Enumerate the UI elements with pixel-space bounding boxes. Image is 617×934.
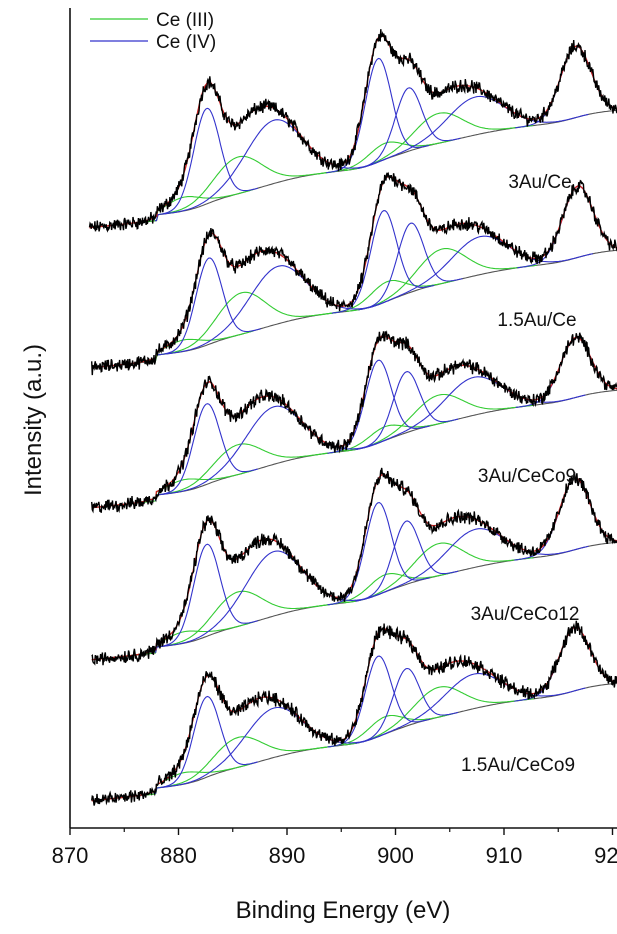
- x-tick-label: 870: [52, 843, 89, 868]
- ce4-component: [326, 59, 429, 173]
- ce4-component: [368, 236, 593, 308]
- legend-label-ce4: Ce (IV): [156, 32, 216, 53]
- ce4-component: [362, 377, 586, 449]
- spectrum: [92, 468, 617, 665]
- sample-label: 3Au/CeCo9: [478, 466, 576, 487]
- ce4-component: [358, 88, 461, 169]
- ce4-component: [332, 211, 434, 314]
- x-tick-label: 910: [486, 843, 523, 868]
- ce4-component: [356, 372, 458, 450]
- fit-envelope: [92, 475, 617, 660]
- background-line: [92, 682, 617, 800]
- ce4-component: [356, 521, 458, 601]
- spectrum: [92, 621, 617, 806]
- fit-envelope: [90, 35, 617, 227]
- sample-label: 1.5Au/CeCo9: [461, 755, 575, 776]
- ce4-component: [364, 96, 589, 167]
- ce3-component: [115, 622, 253, 657]
- sample-label: 3Au/Ce: [508, 172, 571, 193]
- ce4-component: [328, 656, 430, 747]
- spectrum: [90, 29, 617, 231]
- legend-label-ce3: Ce (III): [156, 10, 214, 31]
- sample-label: 3Au/CeCo12: [471, 604, 580, 625]
- x-axis-title: Binding Energy (eV): [236, 897, 451, 924]
- raw-spectrum: [90, 29, 617, 231]
- x-tick-label: 890: [269, 843, 306, 868]
- sample-labels: 3Au/Ce 1.5Au/Ce 3Au/CeCo9 3Au/CeCo12 1.5…: [461, 172, 579, 776]
- ce4-component: [156, 697, 258, 794]
- x-ticks: 870 880 890 900 910 920: [52, 828, 617, 868]
- ce3-component: [115, 190, 254, 226]
- y-axis-title: Intensity (a.u.): [20, 344, 47, 496]
- spectra-group: [90, 29, 617, 805]
- x-tick-label: 880: [160, 843, 197, 868]
- sample-label: 1.5Au/Ce: [497, 310, 576, 331]
- ce4-component: [362, 674, 586, 743]
- ce3-component: [344, 113, 533, 171]
- ce3-component: [344, 687, 534, 745]
- ce4-component: [328, 503, 430, 605]
- ce4-component: [515, 46, 617, 128]
- x-tick-label: 900: [377, 843, 414, 868]
- ce4-component: [356, 669, 458, 744]
- x-tick-label: 920: [594, 843, 617, 868]
- ce3-component: [147, 292, 337, 362]
- ce4-component: [328, 360, 430, 453]
- legend: Ce (III) Ce (IV): [90, 10, 216, 53]
- raw-spectrum: [92, 468, 617, 665]
